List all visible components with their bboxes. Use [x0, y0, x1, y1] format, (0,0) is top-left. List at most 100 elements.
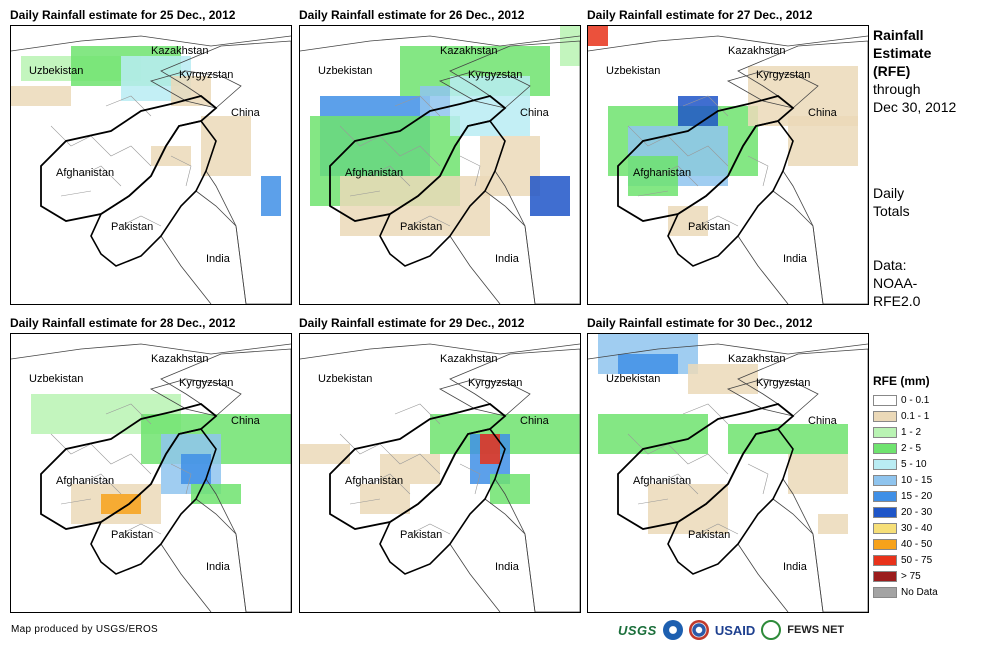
- legend-swatch: [873, 410, 897, 422]
- india-border: [160, 190, 247, 304]
- legend-label: 40 - 50: [901, 538, 933, 550]
- fews-net-logo: FEWS NET: [787, 624, 845, 636]
- legend-item: 2 - 5: [873, 440, 938, 456]
- india-border: [737, 190, 824, 304]
- legend-swatch: [873, 538, 897, 550]
- noaa-logo: [662, 620, 683, 640]
- legend-label: 2 - 5: [901, 442, 922, 454]
- rainfall-area: [101, 494, 141, 514]
- pakistan-border: [90, 120, 217, 267]
- side-data: Data:: [873, 257, 907, 273]
- rainfall-area: [618, 354, 678, 374]
- rainfall-area: [788, 116, 858, 166]
- place-label-kazakhstan: Kazakhstan: [151, 45, 208, 57]
- legend-label: 1 - 2: [901, 426, 922, 438]
- place-label-china: China: [520, 107, 550, 119]
- legend-label: 5 - 10: [901, 458, 927, 470]
- place-label-china: China: [231, 415, 261, 427]
- legend-item: 20 - 30: [873, 504, 938, 520]
- place-label-afghanistan: Afghanistan: [633, 167, 691, 179]
- place-label-india: India: [206, 253, 231, 265]
- country-borders: [588, 35, 868, 52]
- legend-swatch: [873, 554, 897, 566]
- legend-title: RFE (mm): [873, 374, 930, 388]
- rainfall-area: [818, 514, 848, 534]
- place-label-kyrgyzstan: Kyrgyzstan: [468, 377, 522, 389]
- map-description: Rainfall Estimate (RFE) through Dec 30, …: [873, 26, 956, 116]
- rainfall-map: Kazakhstan Uzbekistan Kyrgyzstan China Afgha…: [10, 25, 292, 305]
- country-borders: [588, 343, 868, 360]
- place-label-china: China: [808, 415, 838, 427]
- legend-item: 15 - 20: [873, 488, 938, 504]
- afghanistan-border: [40, 95, 218, 222]
- legend-label: > 75: [901, 570, 921, 582]
- legend-swatch: [873, 570, 897, 582]
- province-boundaries: [339, 95, 481, 227]
- panel-title: Daily Rainfall estimate for 26 Dec., 201…: [299, 8, 525, 22]
- rainfall-area: [688, 364, 758, 394]
- rainfall-area: [788, 454, 848, 494]
- country-borders: [300, 35, 580, 52]
- rainfall-area: [728, 424, 848, 454]
- place-label-uzbekistan: Uzbekistan: [606, 65, 660, 77]
- usgs-logo: USGS: [618, 622, 657, 638]
- place-label-kazakhstan: Kazakhstan: [440, 353, 497, 365]
- legend-swatch: [873, 474, 897, 486]
- legend-item: 40 - 50: [873, 536, 938, 552]
- panel-title: Daily Rainfall estimate for 27 Dec., 201…: [587, 8, 813, 22]
- place-label-afghanistan: Afghanistan: [56, 167, 114, 179]
- side-totals: Totals: [873, 203, 910, 219]
- india-border: [160, 498, 247, 612]
- afghanistan-border: [40, 403, 218, 530]
- legend-item: 5 - 10: [873, 456, 938, 472]
- afghanistan-border: [617, 403, 795, 530]
- legend-label: 50 - 75: [901, 554, 933, 566]
- legend-label: 0.1 - 1: [901, 410, 930, 422]
- legend-swatch: [873, 426, 897, 438]
- place-label-kazakhstan: Kazakhstan: [440, 45, 497, 57]
- legend-swatch: [873, 490, 897, 502]
- place-label-uzbekistan: Uzbekistan: [318, 65, 372, 77]
- rainfall-area: [628, 156, 678, 196]
- place-label-pakistan: Pakistan: [688, 529, 730, 541]
- rainfall-area: [530, 176, 570, 216]
- place-label-india: India: [206, 561, 231, 573]
- kyrgyzstan-border: [726, 70, 819, 109]
- place-label-india: India: [783, 561, 808, 573]
- province-boundaries: [339, 403, 481, 535]
- rainfall-area: [588, 26, 608, 46]
- rainfall-area: [340, 176, 490, 236]
- place-label-pakistan: Pakistan: [400, 529, 442, 541]
- afghanistan-border: [329, 403, 507, 530]
- kyrgyzstan-border: [149, 70, 242, 109]
- legend-label: 15 - 20: [901, 490, 933, 502]
- rainfall-area: [480, 434, 500, 464]
- place-label-kyrgyzstan: Kyrgyzstan: [179, 377, 233, 389]
- panel-title: Daily Rainfall estimate for 29 Dec., 201…: [299, 316, 525, 330]
- place-label-pakistan: Pakistan: [111, 221, 153, 233]
- legend-swatch: [873, 586, 897, 598]
- place-label-india: India: [783, 253, 808, 265]
- country-borders: [11, 35, 291, 52]
- legend-label: 20 - 30: [901, 506, 933, 518]
- country-borders: [11, 343, 291, 360]
- rainfall-map: Kazakhstan Uzbekistan Kyrgyzstan China Afgha…: [299, 25, 581, 305]
- india-border: [449, 190, 536, 304]
- kyrgyzstan-border: [726, 378, 819, 417]
- legend-item: 1 - 2: [873, 424, 938, 440]
- legend-swatch: [873, 442, 897, 454]
- side-noaa: NOAA-: [873, 275, 918, 291]
- country-borders: [300, 343, 580, 360]
- place-label-pakistan: Pakistan: [111, 529, 153, 541]
- rainfall-area: [261, 176, 281, 216]
- afghanistan-border: [617, 95, 795, 222]
- side-rfe: RFE2.0: [873, 293, 921, 309]
- place-label-kyrgyzstan: Kyrgyzstan: [468, 69, 522, 81]
- place-label-kyrgyzstan: Kyrgyzstan: [756, 377, 810, 389]
- rainfall-area: [678, 96, 718, 126]
- province-boundaries: [50, 95, 192, 227]
- place-label-kazakhstan: Kazakhstan: [728, 45, 785, 57]
- place-label-afghanistan: Afghanistan: [56, 475, 114, 487]
- rainfall-area: [201, 116, 251, 176]
- place-label-afghanistan: Afghanistan: [345, 167, 403, 179]
